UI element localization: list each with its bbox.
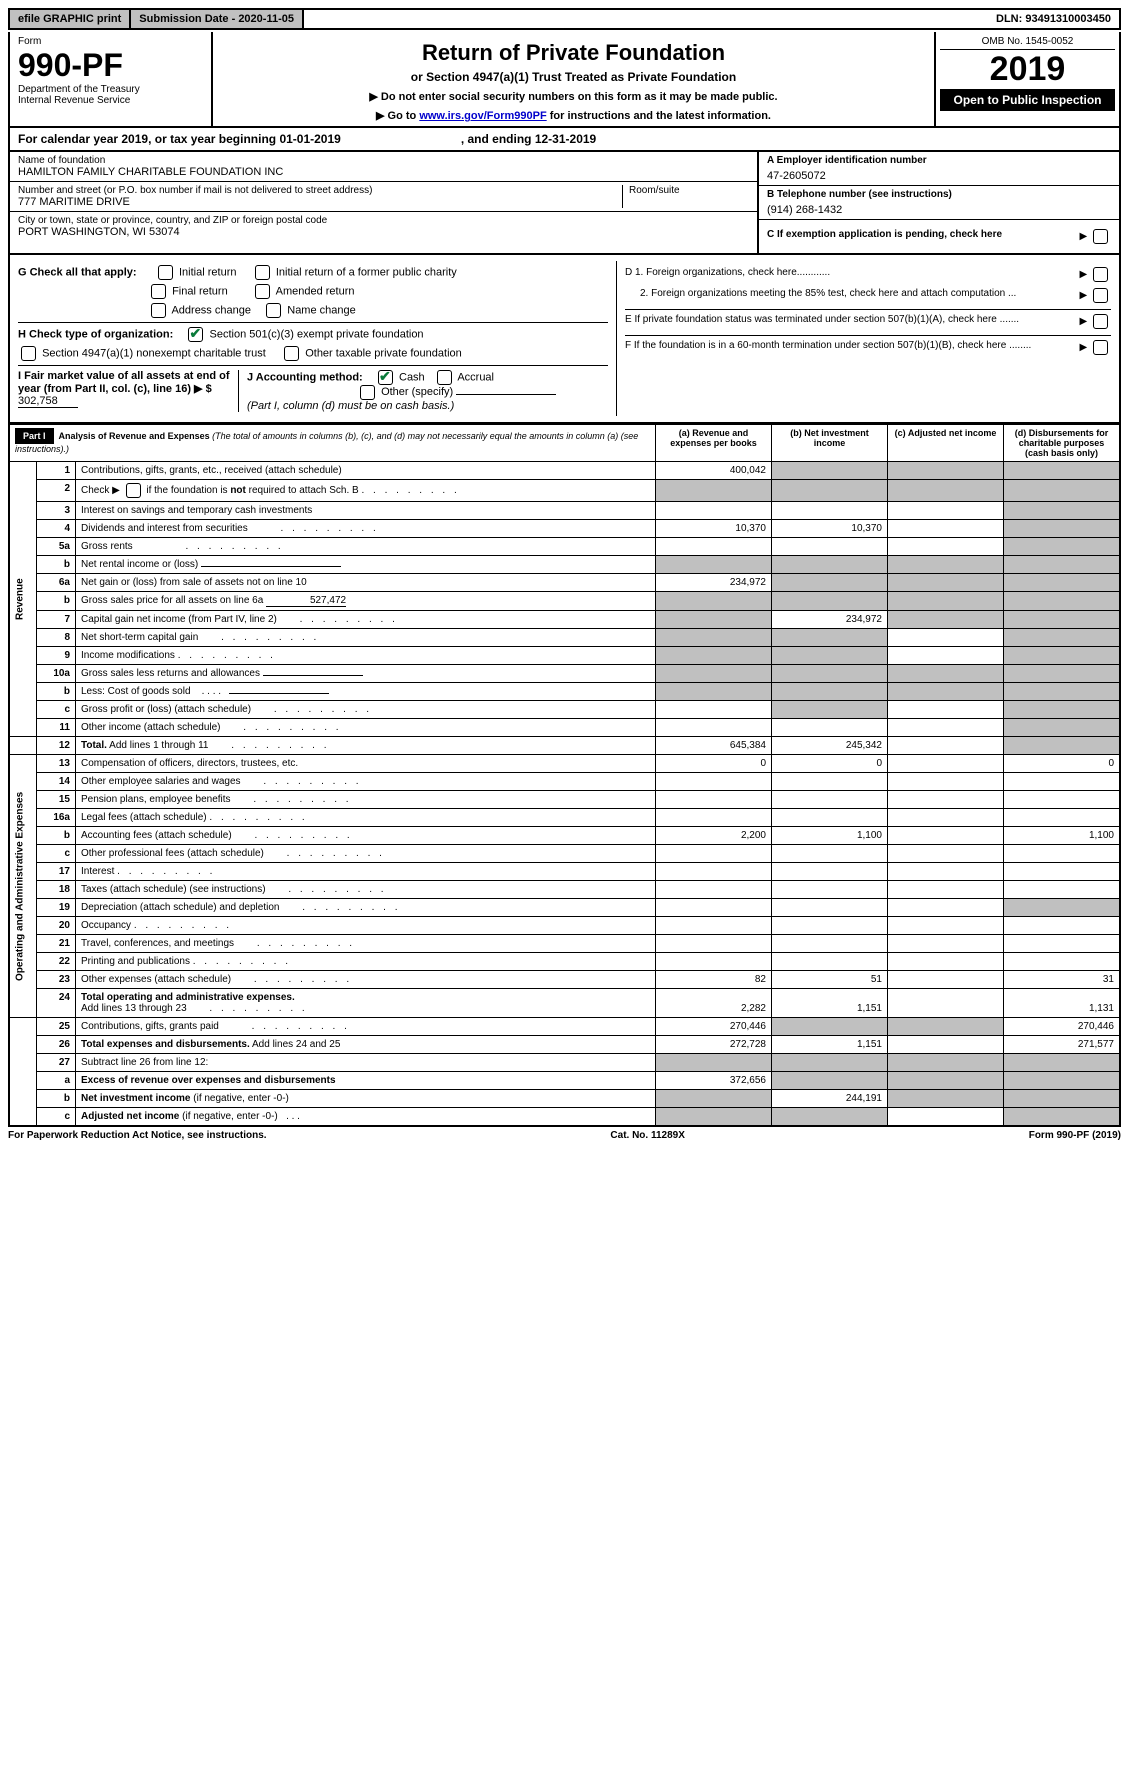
city-label: City or town, state or province, country… — [18, 215, 749, 226]
address-label: Number and street (or P.O. box number if… — [18, 185, 622, 196]
checkbox-d2[interactable] — [1093, 288, 1108, 303]
form-label: Form — [18, 36, 203, 47]
revenue-label: Revenue — [9, 462, 37, 737]
checkbox-other-taxable[interactable] — [284, 346, 299, 361]
form-number: 990-PF — [18, 47, 203, 84]
g-label: G Check all that apply: — [18, 266, 137, 278]
checkbox-amended[interactable] — [255, 284, 270, 299]
part1-label: Part I — [15, 428, 54, 444]
checkbox-cash[interactable] — [378, 370, 393, 385]
part1-table: Part I Analysis of Revenue and Expenses … — [8, 424, 1121, 1127]
efile-button[interactable]: efile GRAPHIC print — [10, 10, 131, 28]
instruction-2: ▶ Go to www.irs.gov/Form990PF for instru… — [221, 109, 926, 122]
top-bar: efile GRAPHIC print Submission Date - 20… — [8, 8, 1121, 30]
expenses-label: Operating and Administrative Expenses — [9, 755, 37, 1018]
checkbox-accrual[interactable] — [437, 370, 452, 385]
footer-right: Form 990-PF (2019) — [1029, 1130, 1121, 1141]
open-public-badge: Open to Public Inspection — [940, 89, 1115, 111]
phone-label: B Telephone number (see instructions) — [767, 189, 1111, 200]
col-c-header: (c) Adjusted net income — [888, 425, 1004, 462]
i-label: I Fair market value of all assets at end… — [18, 370, 230, 395]
checkbox-other-method[interactable] — [360, 385, 375, 400]
city: PORT WASHINGTON, WI 53074 — [18, 226, 749, 238]
instruction-1: ▶ Do not enter social security numbers o… — [221, 90, 926, 103]
checkbox-schb[interactable] — [126, 483, 141, 498]
checkbox-final[interactable] — [151, 284, 166, 299]
footer: For Paperwork Reduction Act Notice, see … — [8, 1127, 1121, 1144]
h-label: H Check type of organization: — [18, 328, 173, 340]
col-a-header: (a) Revenue and expenses per books — [656, 425, 772, 462]
checkbox-name-change[interactable] — [266, 303, 281, 318]
tax-year: 2019 — [940, 50, 1115, 89]
form-title: Return of Private Foundation — [221, 40, 926, 66]
checkbox-501c3[interactable] — [188, 327, 203, 342]
irs-label: Internal Revenue Service — [18, 95, 203, 106]
omb-number: OMB No. 1545-0052 — [940, 36, 1115, 50]
checkbox-addr-change[interactable] — [151, 303, 166, 318]
checks-section: G Check all that apply: Initial return I… — [8, 255, 1121, 424]
calendar-year-row: For calendar year 2019, or tax year begi… — [8, 128, 1121, 152]
part1-title: Analysis of Revenue and Expenses — [59, 431, 210, 441]
checkbox-d1[interactable] — [1093, 267, 1108, 282]
j-label: J Accounting method: — [247, 371, 363, 383]
d2-label: 2. Foreign organizations meeting the 85%… — [640, 288, 1016, 299]
foundation-name-label: Name of foundation — [18, 155, 749, 166]
f-label: F If the foundation is in a 60-month ter… — [625, 340, 1031, 351]
col-b-header: (b) Net investment income — [772, 425, 888, 462]
foundation-name: HAMILTON FAMILY CHARITABLE FOUNDATION IN… — [18, 166, 749, 178]
fmv-value: 302,758 — [18, 395, 78, 408]
form-header: Form 990-PF Department of the Treasury I… — [8, 32, 1121, 128]
footer-left: For Paperwork Reduction Act Notice, see … — [8, 1130, 267, 1141]
ein-label: A Employer identification number — [767, 155, 1111, 166]
dept-treasury: Department of the Treasury — [18, 84, 203, 95]
form-subtitle: or Section 4947(a)(1) Trust Treated as P… — [221, 70, 926, 84]
phone-value: (914) 268-1432 — [767, 204, 1111, 216]
dln-number: DLN: 93491310003450 — [988, 10, 1119, 28]
exemption-pending-label: C If exemption application is pending, c… — [767, 229, 1002, 240]
e-label: E If private foundation status was termi… — [625, 314, 1019, 325]
info-section: Name of foundation HAMILTON FAMILY CHARI… — [8, 152, 1121, 255]
checkbox-f[interactable] — [1093, 340, 1108, 355]
checkbox-initial[interactable] — [158, 265, 173, 280]
d1-label: D 1. Foreign organizations, check here..… — [625, 267, 830, 278]
room-suite-label: Room/suite — [622, 185, 749, 208]
j-note: (Part I, column (d) must be on cash basi… — [247, 400, 454, 412]
checkbox-4947[interactable] — [21, 346, 36, 361]
irs-link[interactable]: www.irs.gov/Form990PF — [419, 110, 546, 122]
col-d-header: (d) Disbursements for charitable purpose… — [1004, 425, 1121, 462]
checkbox-e[interactable] — [1093, 314, 1108, 329]
ein-value: 47-2605072 — [767, 170, 1111, 182]
checkbox-initial-former[interactable] — [255, 265, 270, 280]
address: 777 MARITIME DRIVE — [18, 196, 622, 208]
submission-date: Submission Date - 2020-11-05 — [131, 10, 304, 28]
checkbox-c[interactable] — [1093, 229, 1108, 244]
footer-center: Cat. No. 11289X — [610, 1130, 684, 1141]
